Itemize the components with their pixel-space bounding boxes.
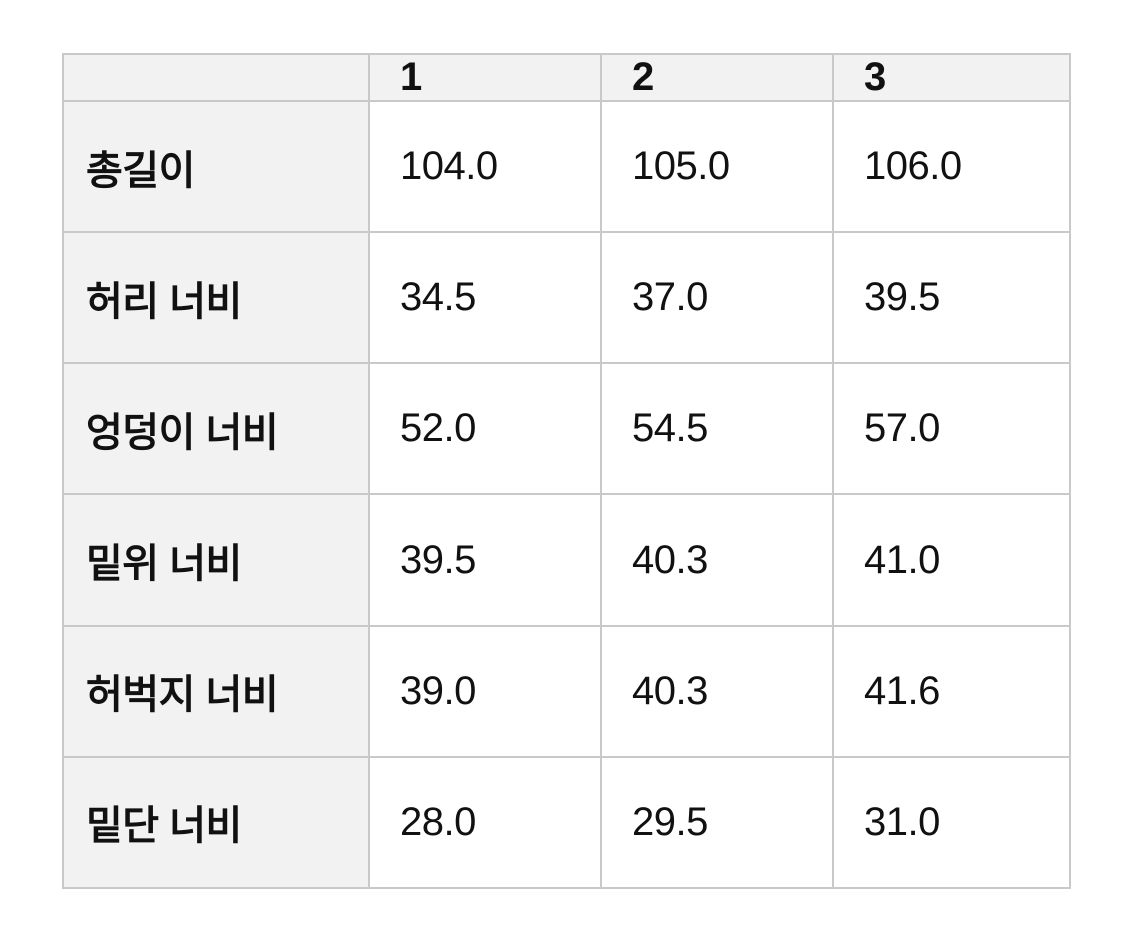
row-label-total-length: 총길이 xyxy=(62,99,370,234)
table-row-rise-width: 밑위 너비 39.5 40.3 41.0 xyxy=(62,493,1071,627)
cell-value: 41.0 xyxy=(832,493,1071,627)
cell-value: 104.0 xyxy=(368,99,602,234)
table-row-thigh-width: 허벅지 너비 39.0 40.3 41.6 xyxy=(62,624,1071,758)
cell-value: 40.3 xyxy=(600,624,834,758)
size-chart-table: 1 2 3 총길이 104.0 105.0 106.0 허리 너비 34.5 3… xyxy=(62,53,1071,890)
header-cell-blank xyxy=(62,53,370,102)
header-cell-size-3: 3 xyxy=(832,53,1071,102)
header-cell-size-1: 1 xyxy=(368,53,602,102)
cell-value: 39.5 xyxy=(832,231,1071,365)
cell-value: 41.6 xyxy=(832,624,1071,758)
cell-value: 106.0 xyxy=(832,99,1071,234)
cell-value: 31.0 xyxy=(832,755,1071,890)
table-row-total-length: 총길이 104.0 105.0 106.0 xyxy=(62,99,1071,234)
row-label-hip-width: 엉덩이 너비 xyxy=(62,362,370,496)
row-label-waist-width: 허리 너비 xyxy=(62,231,370,365)
row-label-thigh-width: 허벅지 너비 xyxy=(62,624,370,758)
table-row-waist-width: 허리 너비 34.5 37.0 39.5 xyxy=(62,231,1071,365)
cell-value: 40.3 xyxy=(600,493,834,627)
row-label-hem-width: 밑단 너비 xyxy=(62,755,370,890)
header-cell-size-2: 2 xyxy=(600,53,834,102)
cell-value: 52.0 xyxy=(368,362,602,496)
cell-value: 37.0 xyxy=(600,231,834,365)
row-label-rise-width: 밑위 너비 xyxy=(62,493,370,627)
cell-value: 105.0 xyxy=(600,99,834,234)
table-row-hip-width: 엉덩이 너비 52.0 54.5 57.0 xyxy=(62,362,1071,496)
table-row-hem-width: 밑단 너비 28.0 29.5 31.0 xyxy=(62,755,1071,890)
cell-value: 34.5 xyxy=(368,231,602,365)
cell-value: 28.0 xyxy=(368,755,602,890)
cell-value: 57.0 xyxy=(832,362,1071,496)
cell-value: 29.5 xyxy=(600,755,834,890)
cell-value: 54.5 xyxy=(600,362,834,496)
cell-value: 39.5 xyxy=(368,493,602,627)
cell-value: 39.0 xyxy=(368,624,602,758)
size-chart-header-row: 1 2 3 xyxy=(62,53,1071,102)
